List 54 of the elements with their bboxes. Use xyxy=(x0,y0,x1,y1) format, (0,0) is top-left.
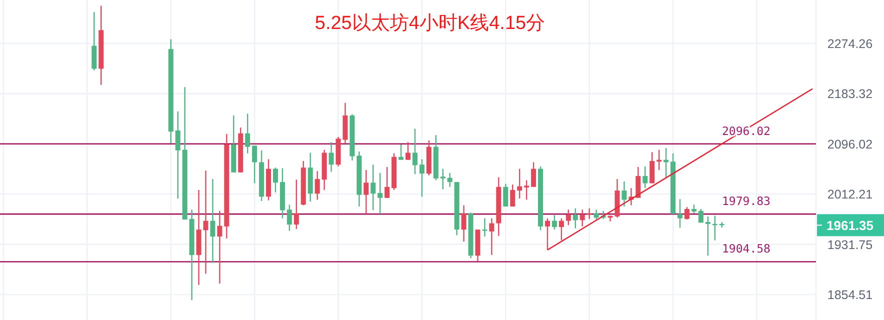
candlestick xyxy=(294,179,299,230)
candlestick xyxy=(286,204,292,232)
y-tick-label: 2012.21 xyxy=(827,188,873,202)
candlestick xyxy=(642,166,648,189)
candlestick xyxy=(552,214,557,230)
candlestick xyxy=(594,209,599,220)
candlestick xyxy=(210,178,216,264)
price-tag: 1961.35 xyxy=(816,214,884,236)
candlestick xyxy=(622,180,627,208)
candlestick xyxy=(544,218,550,250)
candlestick xyxy=(572,208,578,229)
candlestick xyxy=(398,144,404,160)
candlestick xyxy=(364,169,369,215)
y-tick-label: 2096.02 xyxy=(827,137,873,152)
candlestick xyxy=(405,142,411,160)
y-tick-label: 2183.32 xyxy=(827,87,873,102)
candlestick xyxy=(370,164,376,211)
candlestick xyxy=(482,218,488,238)
candlestick xyxy=(245,113,250,154)
candlestick xyxy=(384,166,390,198)
candlestick xyxy=(328,142,334,172)
candlestick xyxy=(461,204,466,242)
candlestick xyxy=(92,11,97,71)
y-tick-label: 1931.75 xyxy=(827,238,873,252)
candlestick xyxy=(517,168,522,200)
candlestick xyxy=(636,166,641,198)
candlestick xyxy=(705,216,710,256)
candlestick xyxy=(447,172,452,188)
candlestick xyxy=(566,209,571,226)
candlestick xyxy=(684,206,690,220)
candlestick xyxy=(531,162,536,188)
text: 5.25以太坊4小时K线4.15分 xyxy=(314,12,546,34)
candlestick xyxy=(580,209,585,228)
candlestick xyxy=(650,152,655,184)
candlestick xyxy=(503,183,508,208)
candlestick xyxy=(558,218,564,241)
ref-line-label: 1904.58 xyxy=(722,242,771,256)
candlestick xyxy=(412,128,418,175)
candlestick xyxy=(440,168,446,190)
candlestick xyxy=(175,110,180,200)
candlestick xyxy=(524,180,530,200)
candlestick xyxy=(314,170,320,200)
candlestick xyxy=(510,184,516,208)
candlestick xyxy=(489,218,494,256)
candlestick xyxy=(378,172,383,215)
y-tick-label: 1854.51 xyxy=(827,288,873,302)
candlestick xyxy=(698,208,704,224)
candlestick xyxy=(217,210,222,284)
ref-line-label: 1979.83 xyxy=(722,194,771,208)
candlestick xyxy=(419,158,424,198)
candlestick xyxy=(272,167,278,193)
candlestick xyxy=(252,145,258,184)
y-tick-label: 2274.26 xyxy=(827,36,873,51)
candlestick xyxy=(677,198,683,228)
